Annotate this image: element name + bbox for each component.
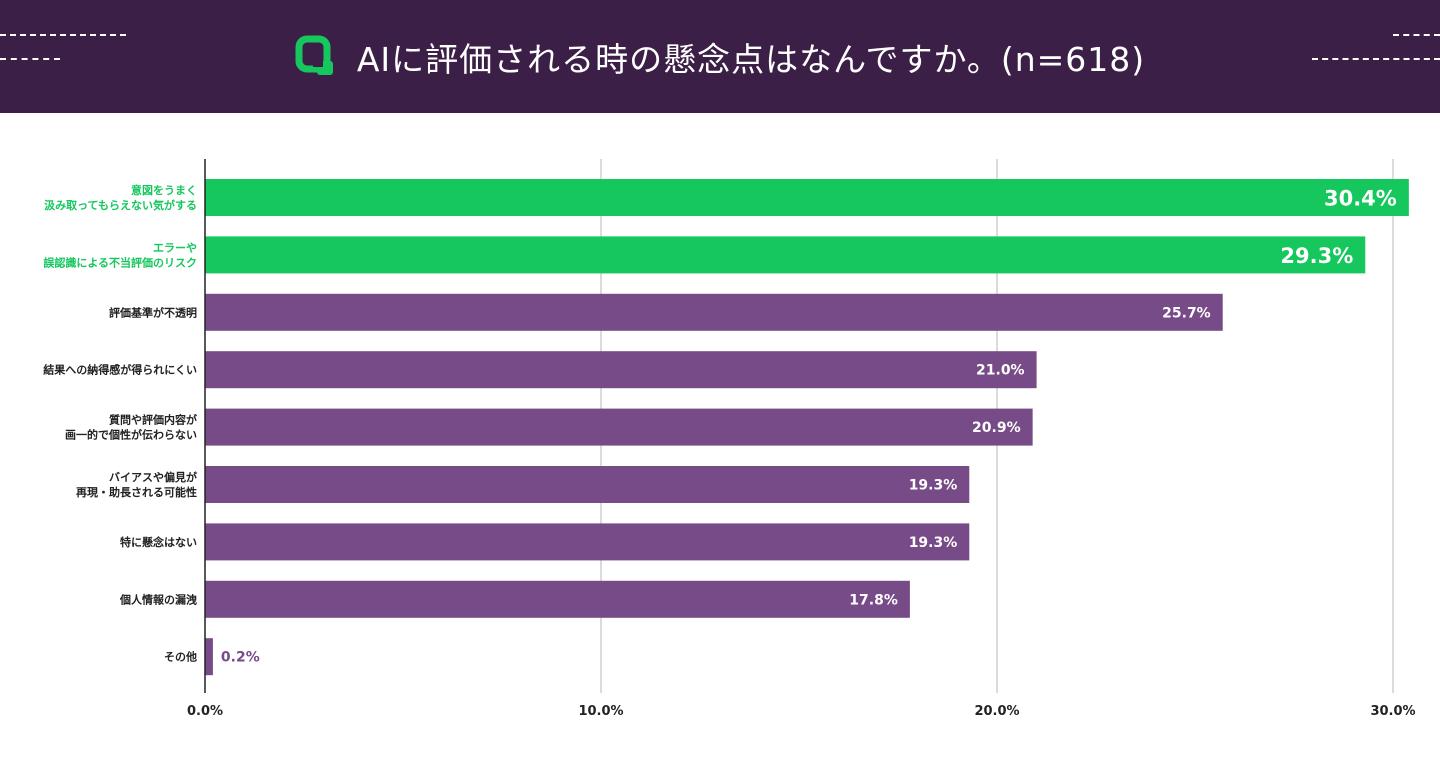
category-label: バイアスや偏見が — [109, 470, 197, 484]
category-label: 誤認識による不当評価のリスク — [43, 255, 197, 269]
bar — [205, 293, 1223, 331]
data-label: 25.7% — [1162, 305, 1211, 321]
decorative-dash-line — [1393, 34, 1440, 36]
category-label: 画一的で個性が伝わらない — [65, 428, 197, 442]
data-label: 19.3% — [909, 478, 958, 494]
category-label: 個人情報の漏洩 — [119, 592, 197, 606]
category-label: 再現・助長される可能性 — [76, 485, 197, 499]
decorative-dash-line — [1312, 58, 1440, 60]
bar — [205, 236, 1366, 274]
data-label: 20.9% — [972, 420, 1021, 436]
decorative-dash-line — [0, 34, 126, 36]
data-label: 17.8% — [849, 592, 898, 608]
q-logo-icon — [295, 35, 335, 79]
category-label: 特に懸念はない — [120, 535, 197, 549]
decorative-dash-line — [0, 58, 60, 60]
x-tick-label: 30.0% — [1370, 704, 1415, 719]
x-tick-label: 20.0% — [974, 704, 1019, 719]
category-label: その他 — [164, 650, 197, 664]
bar — [205, 466, 970, 503]
header-banner: AIに評価される時の懸念点はなんですか。(n=618) — [0, 0, 1440, 113]
bar — [205, 351, 1037, 389]
data-label: 0.2% — [221, 650, 260, 666]
x-tick-label: 10.0% — [578, 704, 623, 719]
category-label: 汲み取ってもらえない気がする — [44, 198, 197, 212]
x-tick-label: 0.0% — [187, 704, 223, 719]
data-label: 19.3% — [909, 535, 958, 551]
page-title: AIに評価される時の懸念点はなんですか。(n=618) — [356, 39, 1146, 79]
data-label: 29.3% — [1280, 244, 1353, 268]
bar — [205, 179, 1409, 216]
category-label: エラーや — [153, 241, 197, 254]
data-label: 30.4% — [1324, 187, 1397, 211]
bar — [205, 408, 1033, 446]
bar — [205, 580, 910, 618]
category-label: 質問や評価内容が — [109, 413, 197, 427]
category-label: 意図をうまく — [131, 183, 197, 197]
bar — [205, 638, 213, 676]
category-label: 結果への納得感が得られにくい — [43, 363, 197, 377]
category-label: 評価基準が不透明 — [109, 305, 197, 319]
data-label: 21.0% — [976, 363, 1025, 379]
bar — [205, 523, 970, 561]
title-row: AIに評価される時の懸念点はなんですか。(n=618) — [0, 0, 1440, 113]
